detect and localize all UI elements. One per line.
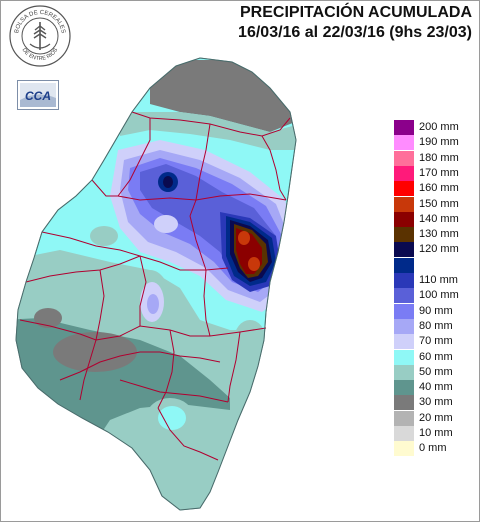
legend-row: 40 mm — [394, 380, 478, 396]
legend-label: 70 mm — [419, 335, 453, 348]
legend-label: 110 mm — [419, 274, 458, 286]
legend-label: 200 mm — [419, 121, 459, 133]
legend-label: 20 mm — [419, 411, 453, 424]
legend-swatch — [394, 120, 414, 135]
map-title: PRECIPITACIÓN ACUMULADA — [240, 4, 472, 21]
department-borders — [19, 111, 291, 461]
legend-row: 110 mm — [394, 273, 478, 288]
legend-swatch — [394, 165, 414, 181]
legend-row: 160 mm — [394, 181, 478, 197]
legend-row: 60 mm — [394, 349, 478, 365]
province-outline — [15, 57, 297, 511]
legend-label: 100 mm — [419, 289, 459, 302]
rain-rust-core — [238, 231, 250, 245]
legend-row: 50 mm — [394, 364, 478, 380]
legend-row: 30 mm — [394, 395, 478, 411]
legend-row — [394, 257, 478, 273]
legend-swatch — [394, 303, 414, 319]
legend-swatch — [394, 135, 414, 151]
legend-label: 170 mm — [419, 166, 459, 179]
legend-label: 180 mm — [419, 151, 459, 164]
legend-row: 20 mm — [394, 410, 478, 426]
north-darknavy-spot — [163, 176, 173, 188]
legend-label: 130 mm — [419, 228, 459, 241]
legend-swatch — [394, 318, 414, 334]
north-teal-zone — [120, 112, 296, 150]
legend-label: 10 mm — [419, 427, 453, 439]
south-cyan-spot — [158, 406, 186, 430]
center-lightblue-spot — [147, 294, 159, 314]
legend-row: 150 mm — [394, 196, 478, 212]
legend-swatch — [394, 380, 414, 396]
legend-swatch — [394, 181, 414, 197]
legend-row: 0 mm — [394, 441, 478, 457]
legend-swatch — [394, 426, 414, 441]
legend-label: 80 mm — [419, 319, 453, 332]
legend-label: 40 mm — [419, 381, 453, 394]
west-gray-spot — [34, 308, 62, 328]
legend-swatch — [394, 211, 414, 227]
legend-label: 160 mm — [419, 182, 459, 195]
legend-label: 150 mm — [419, 197, 459, 210]
legend-swatch — [394, 410, 414, 426]
east-teal-spot — [234, 320, 266, 360]
legend-swatch — [394, 242, 414, 258]
west-cyan-lobe — [90, 226, 118, 246]
legend-row: 120 mm — [394, 242, 478, 258]
legend-swatch — [394, 273, 414, 288]
legend-label: 30 mm — [419, 396, 453, 409]
legend-row: 170 mm — [394, 165, 478, 181]
legend-swatch — [394, 288, 414, 304]
legend-label: 50 mm — [419, 365, 453, 378]
legend-label: 190 mm — [419, 136, 459, 149]
legend-row: 70 mm — [394, 334, 478, 350]
legend-swatch — [394, 395, 414, 411]
legend-swatch — [394, 257, 414, 273]
legend-row: 180 mm — [394, 150, 478, 166]
cca-logo: CCA — [17, 80, 59, 110]
legend-row: 100 mm — [394, 288, 478, 304]
legend-label: 60 mm — [419, 350, 453, 363]
legend-row: 140 mm — [394, 211, 478, 227]
legend-row: 80 mm — [394, 318, 478, 334]
rain-rust-core-south — [248, 257, 260, 271]
north-lavender-spot — [154, 215, 178, 233]
legend-swatch — [394, 227, 414, 243]
map-date-range: 16/03/16 al 22/03/16 (9hs 23/03) — [238, 24, 472, 41]
legend-swatch — [394, 364, 414, 380]
legend-label: 90 mm — [419, 304, 453, 317]
southwest-gray-spot — [53, 332, 137, 372]
legend-row: 190 mm — [394, 135, 478, 151]
legend-swatch — [394, 196, 414, 212]
legend-row: 90 mm — [394, 303, 478, 319]
legend-row: 10 mm — [394, 426, 478, 441]
legend-swatch — [394, 334, 414, 350]
legend-swatch — [394, 150, 414, 166]
cca-logo-text: CCA — [25, 89, 51, 103]
legend-label: 140 mm — [419, 212, 459, 225]
legend-row: 130 mm — [394, 227, 478, 243]
legend-swatch — [394, 349, 414, 365]
legend-row: 200 mm — [394, 120, 478, 135]
bolsa-cereales-seal-logo: BOLSA DE CEREALES DE ENTRE RIOS — [9, 5, 71, 67]
legend-swatch — [394, 441, 414, 457]
legend-label: 0 mm — [419, 442, 447, 455]
legend-label: 120 mm — [419, 243, 459, 256]
